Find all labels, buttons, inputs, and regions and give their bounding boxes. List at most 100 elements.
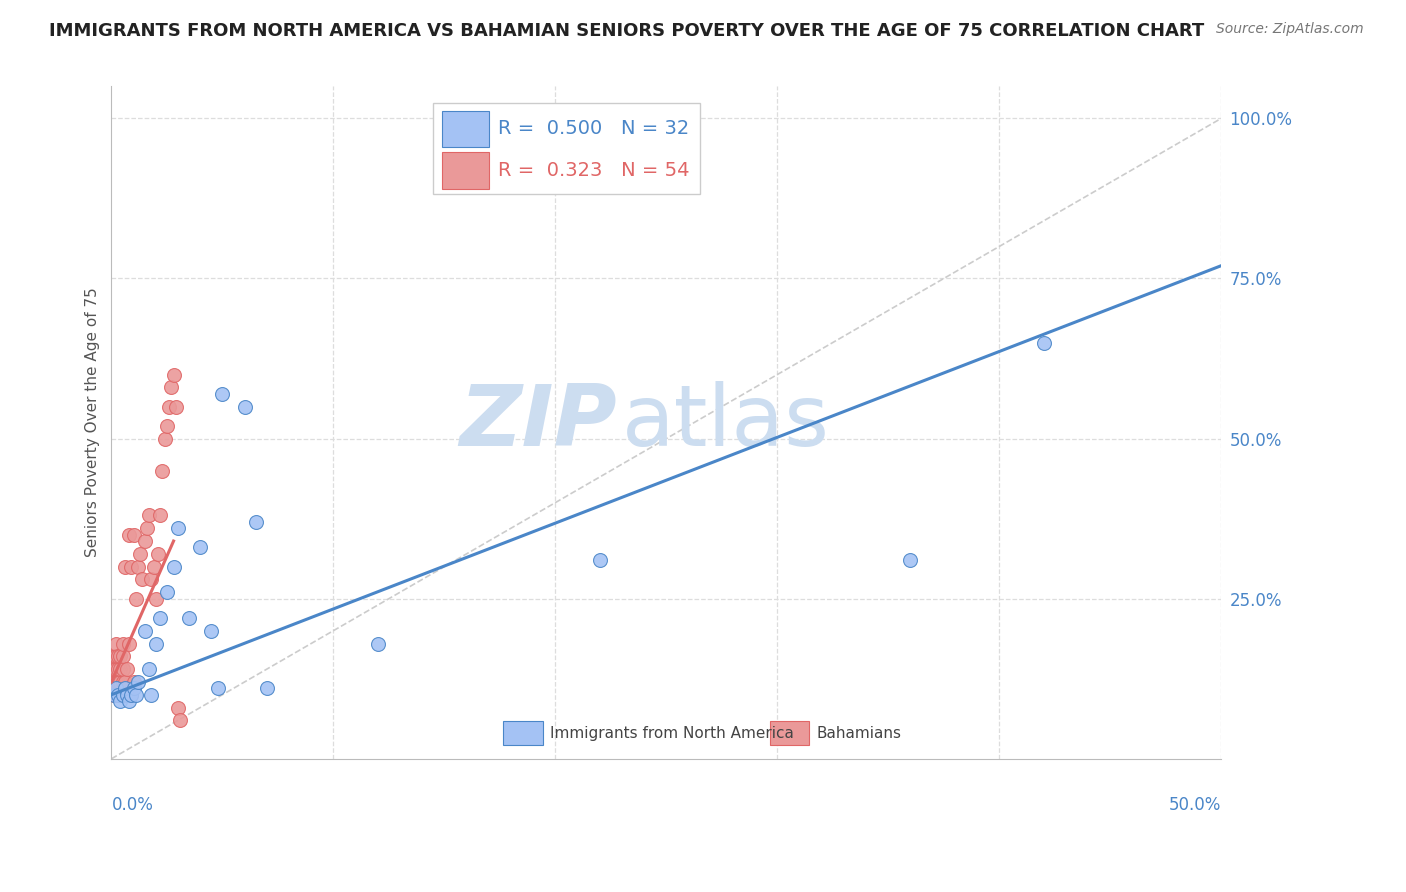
- Point: [160, 380, 183, 394]
- Point: [107, 688, 129, 702]
- Point: [157, 400, 180, 414]
- Point: [110, 662, 132, 676]
- Point: [153, 432, 176, 446]
- Point: [118, 527, 141, 541]
- Point: [107, 688, 129, 702]
- Point: [111, 649, 134, 664]
- FancyBboxPatch shape: [441, 153, 489, 188]
- Point: [111, 636, 134, 650]
- Point: [156, 585, 179, 599]
- Point: [104, 636, 127, 650]
- Point: [103, 675, 125, 690]
- Point: [142, 559, 165, 574]
- Text: 0.0%: 0.0%: [111, 796, 153, 814]
- Point: [367, 636, 389, 650]
- Point: [162, 559, 184, 574]
- Point: [125, 688, 148, 702]
- Point: [233, 400, 256, 414]
- Point: [165, 400, 187, 414]
- Point: [245, 515, 267, 529]
- Point: [207, 681, 229, 696]
- FancyBboxPatch shape: [769, 721, 810, 746]
- Point: [127, 675, 149, 690]
- Point: [149, 611, 172, 625]
- Point: [111, 662, 134, 676]
- Point: [120, 559, 142, 574]
- Point: [188, 541, 211, 555]
- Point: [104, 662, 127, 676]
- Point: [134, 534, 156, 549]
- Point: [131, 573, 153, 587]
- Point: [169, 714, 191, 728]
- Point: [125, 591, 148, 606]
- Point: [167, 521, 190, 535]
- Point: [103, 649, 125, 664]
- Point: [110, 694, 132, 708]
- Point: [104, 688, 127, 702]
- Point: [103, 688, 125, 702]
- Point: [111, 675, 134, 690]
- Text: Immigrants from North America: Immigrants from North America: [550, 726, 793, 740]
- Point: [118, 694, 141, 708]
- Point: [138, 662, 160, 676]
- Text: Bahamians: Bahamians: [815, 726, 901, 740]
- Y-axis label: Seniors Poverty Over the Age of 75: Seniors Poverty Over the Age of 75: [86, 288, 100, 558]
- Point: [138, 508, 160, 523]
- Point: [107, 649, 129, 664]
- Point: [110, 649, 132, 664]
- Point: [146, 547, 169, 561]
- Point: [114, 559, 136, 574]
- Point: [120, 688, 142, 702]
- Point: [103, 662, 125, 676]
- Text: ZIP: ZIP: [458, 381, 616, 464]
- Point: [115, 662, 138, 676]
- Point: [256, 681, 278, 696]
- Point: [111, 688, 134, 702]
- Point: [114, 688, 136, 702]
- Point: [107, 675, 129, 690]
- Point: [177, 611, 200, 625]
- Point: [135, 521, 157, 535]
- Point: [141, 573, 163, 587]
- Point: [104, 681, 127, 696]
- Point: [118, 636, 141, 650]
- Point: [114, 681, 136, 696]
- Point: [115, 688, 138, 702]
- Point: [134, 624, 156, 638]
- Point: [152, 464, 174, 478]
- Point: [145, 636, 167, 650]
- Point: [122, 527, 145, 541]
- Point: [141, 688, 163, 702]
- Text: Source: ZipAtlas.com: Source: ZipAtlas.com: [1216, 22, 1364, 37]
- Point: [104, 675, 127, 690]
- FancyBboxPatch shape: [441, 111, 489, 147]
- Point: [200, 624, 222, 638]
- FancyBboxPatch shape: [433, 103, 700, 194]
- Text: IMMIGRANTS FROM NORTH AMERICA VS BAHAMIAN SENIORS POVERTY OVER THE AGE OF 75 COR: IMMIGRANTS FROM NORTH AMERICA VS BAHAMIA…: [49, 22, 1205, 40]
- Point: [110, 688, 132, 702]
- Text: 50.0%: 50.0%: [1168, 796, 1222, 814]
- Point: [149, 508, 172, 523]
- Point: [114, 675, 136, 690]
- Point: [145, 591, 167, 606]
- Point: [107, 662, 129, 676]
- Point: [1032, 335, 1054, 350]
- Point: [129, 547, 152, 561]
- Point: [900, 553, 922, 567]
- Point: [127, 559, 149, 574]
- Point: [211, 386, 233, 401]
- Point: [111, 688, 134, 702]
- Point: [162, 368, 184, 382]
- Text: atlas: atlas: [621, 381, 830, 464]
- Point: [104, 649, 127, 664]
- Point: [115, 688, 138, 702]
- Point: [122, 675, 145, 690]
- Point: [103, 688, 125, 702]
- Point: [122, 681, 145, 696]
- Text: R =  0.323   N = 54: R = 0.323 N = 54: [498, 161, 689, 180]
- Point: [120, 688, 142, 702]
- Point: [156, 418, 179, 433]
- Point: [110, 675, 132, 690]
- FancyBboxPatch shape: [503, 721, 543, 746]
- Point: [589, 553, 612, 567]
